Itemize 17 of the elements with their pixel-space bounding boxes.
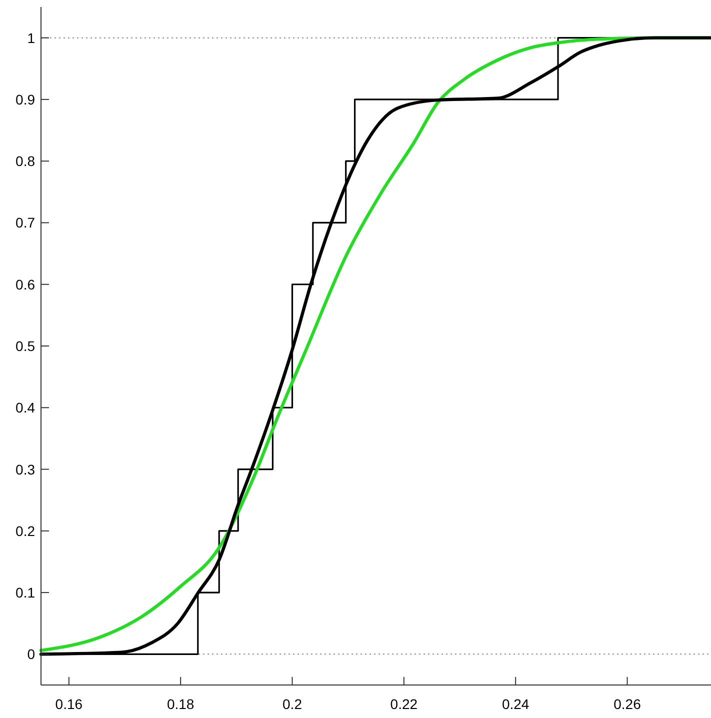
x-tick-label: 0.26	[614, 696, 642, 712]
y-tick-label: 0.6	[16, 276, 36, 292]
x-tick-label: 0.18	[166, 696, 194, 712]
x-tick-label: 0.22	[390, 696, 418, 712]
y-tick-label: 0	[27, 646, 36, 662]
y-tick-label: 0.5	[16, 338, 36, 354]
y-tick-label: 0.7	[16, 214, 36, 231]
y-tick-label: 1	[27, 30, 36, 46]
x-tick-label: 0.2	[282, 696, 302, 712]
y-tick-label: 0.3	[16, 461, 36, 478]
y-tick-label: 0.1	[16, 584, 36, 601]
y-tick-label: 0.8	[16, 153, 36, 170]
x-tick-label: 0.24	[502, 696, 530, 712]
y-tick-label: 0.9	[16, 91, 36, 108]
y-tick-label: 0.2	[16, 522, 36, 539]
y-tick-label: 0.4	[16, 400, 36, 416]
x-tick-label: 0.16	[55, 696, 83, 712]
